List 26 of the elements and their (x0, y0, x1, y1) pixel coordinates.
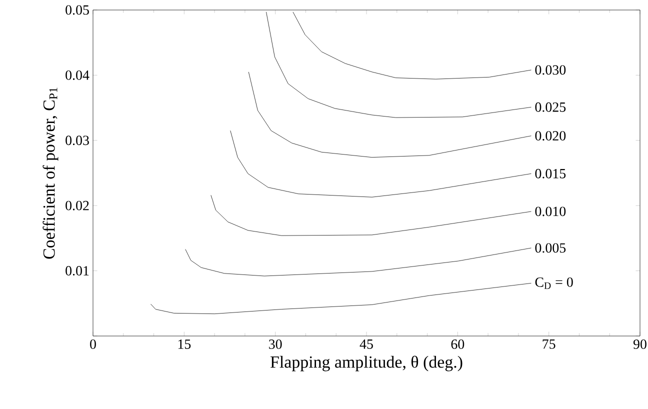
y-tick-label: 0.05 (66, 5, 89, 15)
x-tick-label: 45 (360, 340, 373, 349)
series-label: 0.005 (535, 243, 566, 253)
series-label: 0.010 (535, 206, 566, 216)
y-tick-label: 0.03 (66, 136, 89, 146)
y-tick-label: 0.02 (66, 200, 89, 210)
y-tick-label: 0.01 (66, 266, 89, 276)
line-series (230, 130, 532, 198)
x-tick-label: 75 (542, 340, 556, 349)
x-tick-label: 15 (178, 340, 191, 349)
line-series (210, 194, 532, 236)
series-label: C$_{D}$ = 0 (535, 277, 573, 289)
y-axis-title: Coefficient of power, C$_{P1}$ (42, 88, 58, 259)
series-label: 0.025 (535, 102, 566, 112)
line-series (150, 282, 532, 314)
x-axis-title: Flapping amplitude, θ (deg.) (270, 356, 462, 372)
y-tick-label: 0.04 (66, 70, 90, 80)
x-tick-label: 60 (451, 340, 464, 349)
x-tick-label: 0 (90, 340, 96, 349)
series-label: 0.030 (535, 65, 566, 75)
series-label: 0.015 (535, 168, 566, 178)
series-label: 0.020 (535, 131, 566, 141)
line-series (185, 248, 532, 276)
line-series (248, 72, 532, 158)
x-tick-label: 90 (633, 340, 646, 349)
x-tick-label: 30 (269, 340, 282, 349)
